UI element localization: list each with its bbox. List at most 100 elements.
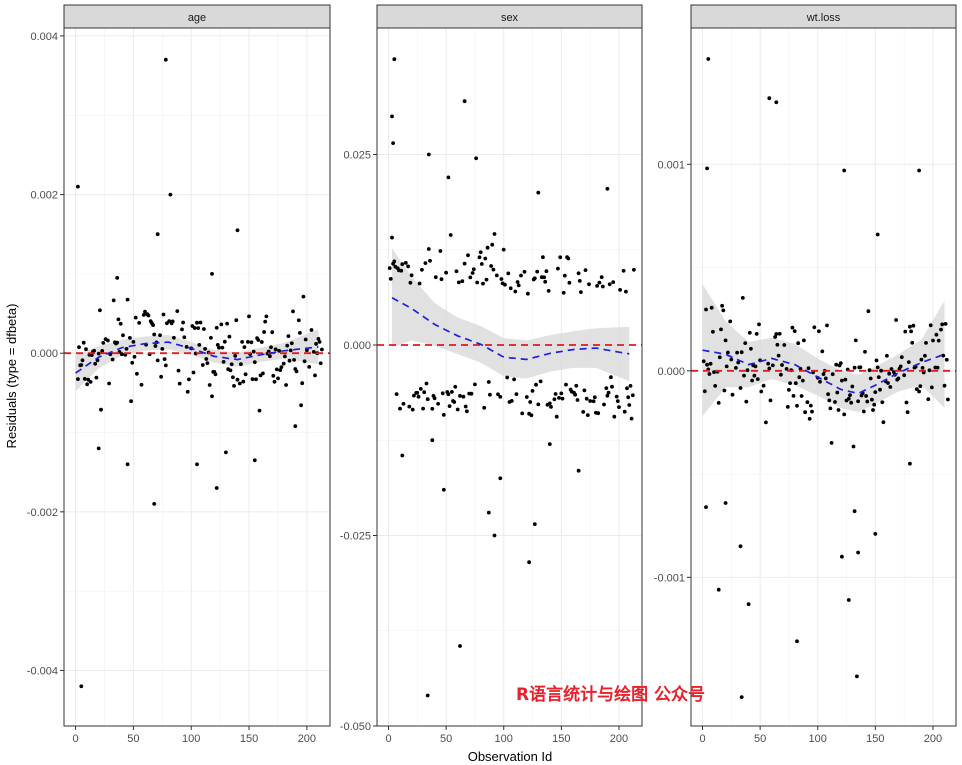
data-point xyxy=(292,358,296,362)
data-point xyxy=(917,168,921,173)
data-point xyxy=(162,357,167,361)
data-point xyxy=(231,375,235,380)
data-point xyxy=(175,309,180,313)
data-point xyxy=(320,347,324,352)
data-point xyxy=(119,352,124,357)
data-point xyxy=(607,282,612,287)
data-point xyxy=(538,379,543,384)
data-point xyxy=(821,372,826,376)
data-point xyxy=(600,284,605,289)
data-point xyxy=(447,404,452,408)
data-point xyxy=(595,284,599,288)
data-point xyxy=(625,386,629,391)
data-point xyxy=(400,453,405,458)
data-point xyxy=(80,358,85,363)
data-point xyxy=(558,255,563,260)
data-point xyxy=(433,275,438,280)
data-point xyxy=(761,383,766,388)
data-point xyxy=(425,693,430,698)
y-tick-label: -0.025 xyxy=(340,530,371,542)
data-point xyxy=(858,365,863,370)
data-point xyxy=(774,100,779,105)
data-point xyxy=(318,361,323,366)
data-point xyxy=(88,380,93,384)
data-point xyxy=(214,325,219,330)
data-point xyxy=(825,323,829,328)
data-point xyxy=(908,461,912,466)
data-point xyxy=(287,358,292,363)
data-point xyxy=(729,357,734,362)
data-point xyxy=(926,397,931,402)
data-point xyxy=(294,369,299,374)
data-point xyxy=(228,368,233,373)
data-point xyxy=(299,403,303,408)
data-point xyxy=(909,329,913,334)
data-point xyxy=(632,267,636,272)
data-point xyxy=(505,375,510,380)
data-point xyxy=(910,340,915,345)
data-point xyxy=(905,410,910,415)
x-tick-label: 200 xyxy=(610,733,628,745)
y-tick-label: 0.000 xyxy=(343,340,371,352)
data-point xyxy=(535,269,540,274)
data-point xyxy=(614,394,619,399)
data-point xyxy=(573,392,578,397)
data-point xyxy=(438,249,443,253)
data-point xyxy=(276,376,280,381)
data-point xyxy=(239,362,243,367)
data-point xyxy=(793,381,798,386)
data-point xyxy=(516,283,521,288)
data-point xyxy=(96,351,101,356)
data-point xyxy=(541,255,545,260)
data-point xyxy=(100,349,105,353)
x-tick-label: 100 xyxy=(809,733,827,745)
data-point xyxy=(532,276,537,281)
data-point xyxy=(185,389,190,394)
data-point xyxy=(835,390,840,395)
data-point xyxy=(475,280,480,285)
data-point xyxy=(803,410,807,415)
data-point xyxy=(880,400,885,405)
data-point xyxy=(163,57,168,62)
data-point xyxy=(121,333,125,338)
data-point xyxy=(124,347,129,351)
data-point xyxy=(728,319,733,324)
data-point xyxy=(846,396,851,401)
data-point xyxy=(89,353,94,357)
data-point xyxy=(627,403,632,407)
data-point xyxy=(906,360,911,364)
data-point xyxy=(152,332,157,337)
data-point xyxy=(617,405,621,409)
data-point xyxy=(833,400,837,404)
data-point xyxy=(576,271,581,276)
x-tick-label: 150 xyxy=(866,733,884,745)
data-point xyxy=(129,399,134,404)
data-point xyxy=(592,395,597,400)
data-point xyxy=(421,406,425,411)
data-point xyxy=(575,398,580,402)
data-point xyxy=(458,394,462,398)
data-point xyxy=(848,393,852,397)
data-point xyxy=(278,368,283,372)
data-point xyxy=(392,57,397,62)
data-point xyxy=(560,396,565,401)
data-point xyxy=(387,266,392,270)
data-point xyxy=(423,261,428,265)
data-point xyxy=(172,335,176,340)
data-point xyxy=(513,289,518,294)
data-point xyxy=(529,413,534,418)
data-point xyxy=(432,396,437,401)
y-axis-title: Residuals (type = dfbeta) xyxy=(4,304,19,449)
data-point xyxy=(399,268,404,273)
data-point xyxy=(491,267,496,272)
panel-age: age 0 50 100 150 200 -0.004 -0.002 0.000 0.002 0.0… xyxy=(27,4,331,745)
data-point xyxy=(246,340,250,344)
data-point xyxy=(799,394,804,398)
data-point xyxy=(876,375,881,379)
data-point xyxy=(896,376,901,381)
data-point xyxy=(224,450,228,455)
data-point xyxy=(462,261,467,266)
data-point xyxy=(227,334,232,339)
data-point xyxy=(596,411,601,416)
data-point xyxy=(251,349,256,354)
